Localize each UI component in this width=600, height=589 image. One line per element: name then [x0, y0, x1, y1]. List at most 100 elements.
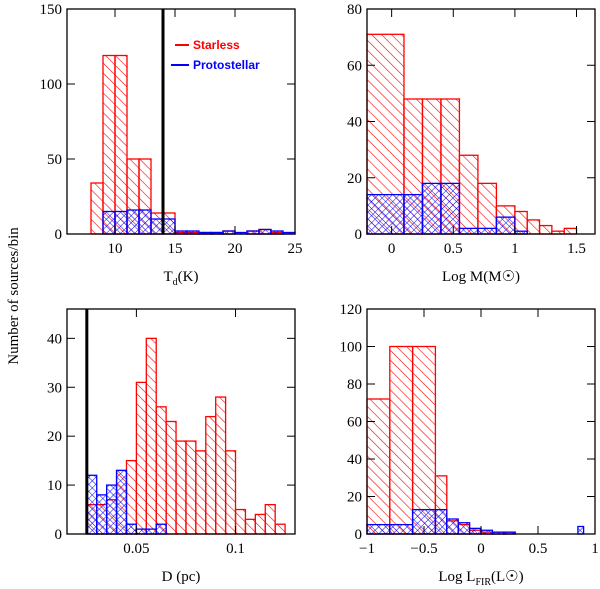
y-tick-label: 60: [347, 58, 362, 74]
starless-bar: [195, 450, 207, 535]
starless-bar: [366, 398, 391, 535]
y-tick-label: 0: [355, 227, 363, 243]
y-tick-label: 30: [47, 380, 62, 396]
y-tick-label: 120: [340, 302, 363, 318]
protostellar-bar-crosshatch: [115, 211, 127, 234]
protostellar-bar-crosshatch: [259, 229, 271, 234]
panel-distance: 0 10 20 30 40 0.05 0.1 D (pc): [47, 308, 296, 585]
protostellar-bar-crosshatch: [187, 231, 199, 234]
protostellar-bar-crosshatch: [136, 529, 147, 534]
protostellar-bar-crosshatch: [435, 509, 447, 534]
legend: Starless Protostellar: [171, 38, 260, 72]
starless-bar: [175, 440, 187, 535]
starless-bar: [458, 154, 479, 235]
protostellar-bar-crosshatch: [103, 211, 115, 234]
starless-bar: [165, 420, 177, 535]
x-tick-label: 15: [168, 241, 183, 257]
protostellar-bar-crosshatch: [503, 532, 516, 534]
protostellar-bar-crosshatch: [477, 228, 497, 234]
y-tick-label: 40: [347, 115, 362, 131]
starless-bar: [389, 345, 414, 535]
x-tick-label: −1: [359, 541, 375, 557]
x-tick-label: 20: [228, 241, 243, 257]
protostellar-bar-crosshatch: [403, 194, 423, 234]
starless-bar: [224, 450, 237, 535]
protostellar-bar-crosshatch: [446, 519, 459, 534]
x-tick-label: 0.05: [123, 541, 149, 557]
x-axis-label: Log LFIR(L☉): [438, 569, 523, 588]
y-tick-label: 0: [55, 227, 63, 243]
protostellar-bar-crosshatch: [199, 232, 211, 234]
starless-bar: [234, 508, 247, 535]
protostellar-bar-crosshatch: [577, 526, 584, 534]
legend-label-starless: Starless: [193, 38, 240, 52]
x-axis-label-subscript: FIR: [475, 577, 491, 588]
x-axis-label-main: Log L: [438, 569, 475, 585]
starless-bar: [526, 219, 541, 235]
starless-bar: [155, 406, 167, 535]
starless-bar: [411, 345, 437, 535]
panel-luminosity: 0 20 40 60 80 100 120 −1 −0.5 0 0.5 1 Log LFIR(L☉): [340, 302, 599, 588]
y-axis-label: Number of sources/bin: [6, 227, 22, 365]
y-tick-label: 100: [40, 77, 63, 93]
starless-bar: [264, 504, 276, 535]
x-tick-label: 0: [477, 541, 485, 557]
protostellar-bar-crosshatch: [367, 524, 390, 534]
starless-bar: [125, 459, 138, 535]
protostellar-bar-crosshatch: [271, 231, 283, 234]
protostellar-bar-crosshatch: [496, 217, 515, 234]
starless-bar: [145, 337, 157, 535]
protostellar-bar-crosshatch: [211, 232, 223, 234]
x-axis-label: D (pc): [162, 569, 201, 585]
starless-bar: [114, 54, 128, 235]
y-tick-label: 20: [47, 429, 62, 445]
protostellar-bar-crosshatch: [96, 494, 107, 534]
starless-bar: [563, 227, 578, 235]
y-tick-label: 0: [55, 527, 63, 543]
legend-label-protostellar: Protostellar: [193, 58, 260, 72]
protostellar-bar-crosshatch: [514, 231, 528, 234]
protostellar-bar-crosshatch: [389, 524, 413, 534]
axes-frame: [66, 8, 296, 235]
protostellar-bar-crosshatch: [116, 470, 127, 534]
y-tick-label: 20: [347, 490, 362, 506]
protostellar-bar-crosshatch: [139, 210, 151, 234]
x-tick-label: 1.5: [567, 241, 586, 257]
x-axis-label: Td(K): [164, 269, 199, 288]
y-tick-label: 40: [47, 331, 62, 347]
protostellar-bar-crosshatch: [106, 485, 117, 534]
y-tick-label: 40: [347, 452, 362, 468]
protostellar-bar-crosshatch: [151, 219, 163, 234]
protostellar-bar-crosshatch: [440, 183, 460, 234]
starless-bar: [215, 396, 227, 535]
x-tick-label: 0: [388, 241, 396, 257]
protostellar-bar-crosshatch: [492, 532, 504, 534]
axes-frame: [66, 308, 296, 535]
starless-bar: [135, 381, 147, 535]
panel-mass: 0 20 40 60 80 0 0.5 1 1.5 Log M(M☉): [347, 2, 596, 285]
x-axis-label-subscript: d: [173, 277, 178, 288]
protostellar-bar-crosshatch: [459, 228, 478, 234]
y-tick-label: 80: [347, 2, 362, 18]
protostellar-bar-crosshatch: [481, 530, 493, 534]
x-tick-label: 10: [108, 241, 123, 257]
protostellar-bar-crosshatch: [86, 475, 97, 534]
x-axis-label-tail: (L☉): [491, 569, 524, 585]
x-tick-label: 1: [511, 241, 519, 257]
x-axis-label-tail: (K): [178, 269, 199, 285]
starless-bar: [244, 518, 256, 535]
starless-bar: [538, 224, 553, 235]
y-tick-label: 10: [47, 478, 62, 494]
x-tick-label: −0.5: [410, 541, 437, 557]
x-tick-label: 0.1: [226, 541, 245, 557]
protostellar-bar-crosshatch: [127, 210, 139, 234]
starless-bar: [102, 54, 116, 235]
starless-bar: [185, 440, 197, 535]
protostellar-bar-crosshatch: [422, 183, 441, 234]
x-axis-label: Log M(M☉): [442, 269, 520, 285]
protostellar-bar-crosshatch: [458, 522, 470, 534]
protostellar-bar-crosshatch: [469, 528, 481, 534]
x-tick-label: 0.5: [529, 541, 548, 557]
protostellar-bar-crosshatch: [163, 219, 175, 234]
